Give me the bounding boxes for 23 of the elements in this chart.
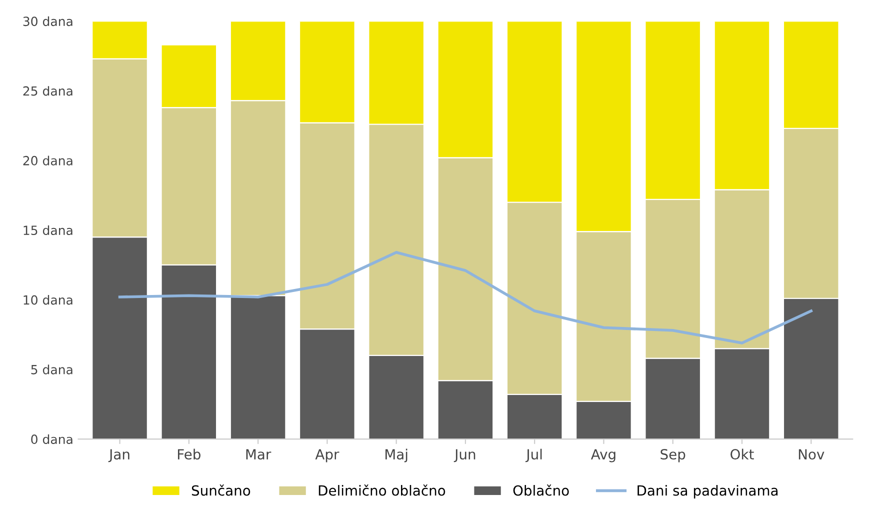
- y-tick-label: 15 dana: [24, 225, 72, 236]
- y-tick-label: 0 dana: [31, 434, 72, 444]
- y-tick-label: 25 dana: [23, 86, 72, 96]
- legend-label: Sunčano: [192, 484, 250, 496]
- x-tick-label: Feb: [178, 448, 200, 460]
- x-tick-label: Sep: [660, 449, 686, 462]
- x-tick-label: Avg: [590, 449, 616, 462]
- x-tick-label: Mar: [246, 449, 272, 460]
- y-tick-label: 20 dana: [23, 156, 72, 166]
- legend-label: Delimično oblačno: [318, 484, 446, 496]
- legend-label: Dani sa padavinama: [638, 485, 778, 498]
- x-tick-label: Maj: [386, 448, 408, 462]
- x-tick-label: Jul: [525, 448, 542, 462]
- y-tick-label: 5 dana: [31, 364, 72, 374]
- line-series: [118, 251, 813, 344]
- x-tick-label: Okt: [730, 448, 754, 460]
- x-tick-label: Apr: [315, 449, 340, 462]
- legend-label: Oblačno: [513, 484, 569, 496]
- y-tick-label: 30 dana: [23, 16, 72, 26]
- x-tick-label: Jun: [454, 449, 476, 462]
- x-tick-label: Jan: [108, 449, 130, 462]
- x-tick-label: Nov: [798, 449, 824, 460]
- y-tick-label: 10 dana: [24, 295, 72, 305]
